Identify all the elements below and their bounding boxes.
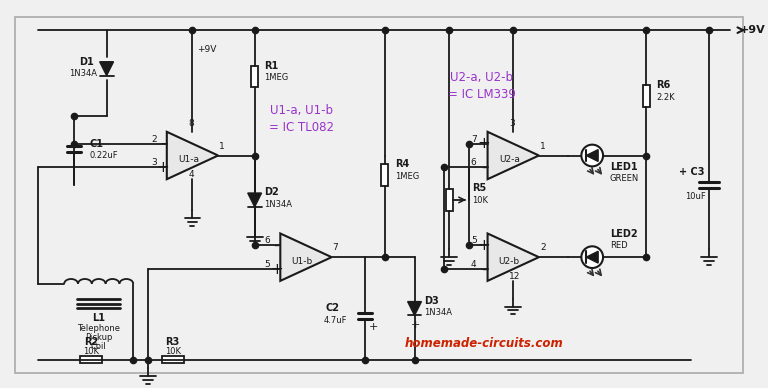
Text: GREEN: GREEN: [610, 174, 639, 183]
Text: 0.22uF: 0.22uF: [90, 151, 118, 160]
Polygon shape: [167, 132, 218, 179]
Text: 1: 1: [540, 142, 545, 151]
Text: 2: 2: [151, 135, 157, 144]
Text: 4: 4: [471, 260, 476, 269]
FancyBboxPatch shape: [445, 189, 452, 211]
Text: R2: R2: [84, 337, 98, 347]
Text: U1-a: U1-a: [178, 155, 199, 164]
Text: D1: D1: [79, 57, 94, 67]
Text: C1: C1: [90, 139, 104, 149]
Text: +: +: [477, 136, 490, 151]
Text: 1N34A: 1N34A: [69, 69, 97, 78]
Text: D3: D3: [425, 296, 439, 306]
Text: 7: 7: [333, 243, 339, 252]
Text: U1-b: U1-b: [291, 256, 313, 266]
Text: 10uF: 10uF: [685, 192, 706, 201]
Text: +: +: [477, 238, 490, 253]
Polygon shape: [586, 251, 598, 263]
Text: C2: C2: [326, 303, 339, 314]
FancyBboxPatch shape: [251, 66, 258, 87]
Text: 10K: 10K: [472, 196, 488, 205]
Text: 1MEG: 1MEG: [264, 73, 289, 83]
Text: LED2: LED2: [610, 229, 637, 239]
Text: +: +: [157, 160, 169, 175]
Text: +9V: +9V: [197, 45, 217, 54]
Text: + C3: + C3: [679, 167, 704, 177]
Text: +: +: [411, 320, 420, 330]
Circle shape: [581, 145, 603, 166]
Text: 6: 6: [471, 158, 477, 167]
Text: R3: R3: [166, 337, 180, 347]
Circle shape: [581, 246, 603, 268]
Polygon shape: [586, 150, 598, 161]
Text: R6: R6: [657, 80, 670, 90]
Polygon shape: [100, 62, 114, 76]
Text: 7: 7: [471, 135, 477, 144]
Text: U2-a: U2-a: [499, 155, 520, 164]
Text: U2-b: U2-b: [498, 256, 520, 266]
Text: U1-a, U1-b
= IC TL082: U1-a, U1-b = IC TL082: [269, 104, 333, 134]
FancyBboxPatch shape: [643, 85, 650, 107]
Polygon shape: [280, 234, 332, 281]
Text: R5: R5: [472, 183, 486, 193]
Text: 2: 2: [540, 243, 545, 252]
Text: +: +: [369, 322, 379, 332]
Text: 12: 12: [509, 272, 521, 281]
Text: Pickup: Pickup: [85, 333, 112, 342]
Text: 1N34A: 1N34A: [264, 200, 293, 209]
Text: LED1: LED1: [610, 162, 637, 172]
Text: -: -: [160, 136, 166, 151]
Polygon shape: [488, 132, 539, 179]
Text: 6: 6: [264, 236, 270, 245]
Text: RED: RED: [610, 241, 627, 250]
Text: +: +: [270, 262, 283, 277]
Text: 1MEG: 1MEG: [395, 172, 419, 181]
Text: 10K: 10K: [83, 347, 99, 356]
Text: 2.2K: 2.2K: [657, 93, 675, 102]
Polygon shape: [408, 301, 422, 315]
Text: 3: 3: [509, 119, 515, 128]
Text: 4: 4: [188, 170, 194, 179]
Text: -: -: [481, 262, 486, 277]
Text: 1: 1: [219, 142, 225, 151]
Text: homemade-circuits.com: homemade-circuits.com: [404, 336, 563, 350]
FancyBboxPatch shape: [382, 165, 389, 186]
Text: 1N34A: 1N34A: [425, 308, 452, 317]
Text: 3: 3: [151, 158, 157, 167]
Text: Coil: Coil: [91, 342, 107, 351]
Text: R1: R1: [264, 61, 279, 71]
Polygon shape: [488, 234, 539, 281]
FancyBboxPatch shape: [80, 356, 101, 363]
FancyBboxPatch shape: [162, 356, 184, 363]
Text: Telephone: Telephone: [78, 324, 121, 333]
Text: -: -: [273, 238, 279, 253]
Text: 5: 5: [471, 236, 477, 245]
Text: 4.7uF: 4.7uF: [324, 316, 347, 325]
Polygon shape: [248, 193, 262, 207]
Text: 5: 5: [264, 260, 270, 269]
Text: L1: L1: [92, 314, 105, 323]
Text: -: -: [481, 160, 486, 175]
Text: D2: D2: [264, 187, 280, 197]
Text: R4: R4: [395, 159, 409, 169]
Text: +9V: +9V: [740, 25, 766, 35]
Text: 8: 8: [188, 119, 194, 128]
Text: 10K: 10K: [164, 347, 180, 356]
Text: U2-a, U2-b
= IC LM339: U2-a, U2-b = IC LM339: [448, 71, 515, 101]
